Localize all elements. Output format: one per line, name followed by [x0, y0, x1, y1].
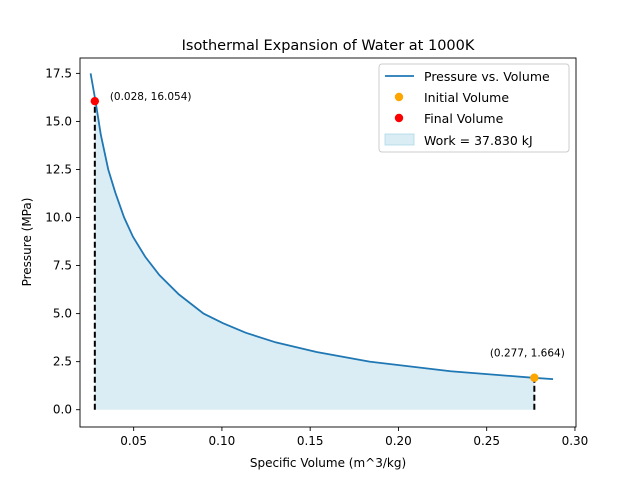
- dashed-lines-layer: [93, 101, 536, 410]
- annotation-initial: (0.277, 1.664): [490, 348, 565, 360]
- annotation-final: (0.028, 16.054): [110, 91, 192, 103]
- legend: Pressure vs. Volume Initial Volume Final V…: [378, 63, 570, 153]
- x-tick-label-1: 0.10: [209, 434, 236, 448]
- y-axis-label: Pressure (MPa): [20, 198, 34, 287]
- y-tick-label-3: 7.5: [53, 259, 72, 273]
- work-fill-area: [94, 97, 535, 410]
- legend-box: [378, 63, 570, 153]
- series-line-layer: [89, 73, 554, 381]
- legend-swatch-work: [384, 133, 415, 146]
- legend-label-line: Pressure vs. Volume: [424, 69, 550, 84]
- pressure-volume-line: [89, 73, 554, 381]
- x-tick-label-5: 0.30: [562, 434, 589, 448]
- x-tick-label-4: 0.25: [473, 434, 500, 448]
- legend-label-initial: Initial Volume: [424, 90, 509, 105]
- legend-label-final: Final Volume: [424, 111, 504, 126]
- y-tick-label-5: 12.5: [45, 162, 72, 176]
- plot-frame: [79, 57, 577, 428]
- markers-layer: [90, 96, 539, 382]
- x-tick-label-0: 0.05: [120, 434, 147, 448]
- marker-point-0: [530, 373, 539, 382]
- legend-label-work: Work = 37.830 kJ: [424, 133, 533, 148]
- legend-swatch-final: [394, 113, 404, 123]
- x-tick-label-2: 0.15: [297, 434, 324, 448]
- y-tick-label-0: 0.0: [53, 403, 72, 417]
- work-fill-layer: [94, 97, 535, 410]
- axes-layer: 0.05 0.10 0.15 0.20 0.25 0.30 0.0 2.5 5.0 7.5 10.0…: [45, 57, 589, 448]
- y-tick-label-6: 15.0: [45, 114, 72, 128]
- annotations-layer: (0.028, 16.054) (0.277, 1.664): [110, 91, 565, 360]
- legend-swatch-initial: [394, 92, 404, 102]
- y-tick-label-4: 10.0: [45, 211, 72, 225]
- y-tick-label-1: 2.5: [53, 355, 72, 369]
- y-tick-label-2: 5.0: [53, 307, 72, 321]
- y-tick-label-7: 17.5: [45, 66, 72, 80]
- marker-point-1: [90, 96, 100, 106]
- x-axis-label: Specific Volume (m^3/kg): [250, 456, 406, 470]
- chart-title: Isothermal Expansion of Water at 1000K: [182, 38, 475, 54]
- x-tick-label-3: 0.20: [385, 434, 412, 448]
